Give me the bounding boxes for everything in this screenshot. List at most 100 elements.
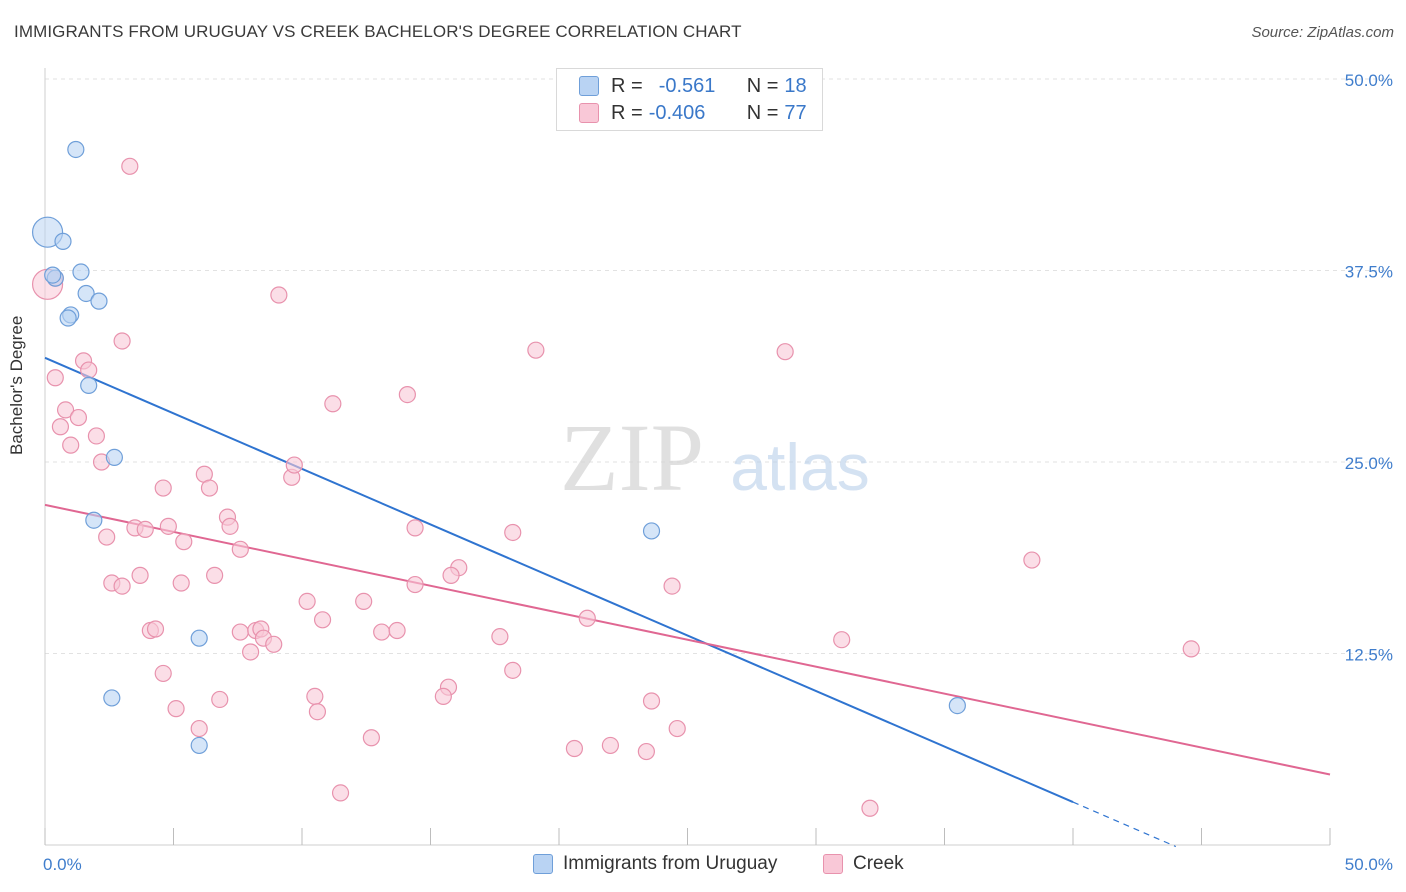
watermark-zip: ZIP [560,404,704,511]
trend-lines [44,356,1331,848]
creek-point [146,620,165,638]
y-tick-label: 50.0% [1345,71,1393,90]
r-value: -0.561 [658,74,716,97]
creek-point [87,427,106,445]
creek-point [285,456,303,474]
source-label: Source: ZipAtlas.com [1251,24,1394,41]
creek-point [1023,551,1041,569]
creek-point [406,575,424,594]
creek-point [298,592,316,611]
uruguay-point [44,266,62,284]
uruguay-point [948,696,966,715]
tick-labels: 12.5% 25.0% 37.5% 50.0% 0.0% 50.0% [43,71,1393,874]
creek-point [172,574,190,592]
creek-point [46,369,64,387]
creek-point [231,623,249,641]
n-value: 18 [784,74,807,97]
creek-point [200,479,219,497]
creek-point [98,528,116,546]
creek-point [313,611,332,629]
creek-point [211,690,229,709]
creek-point [637,742,655,761]
uruguay-point [103,689,121,707]
creek-point [601,736,620,755]
legend-item-uruguay: Immigrants from Uruguay [533,852,777,876]
creek-point [270,286,288,304]
data-points [31,140,1200,817]
creek-point [527,341,545,359]
y-tick-label: 37.5% [1345,263,1393,282]
uruguay-point [85,511,103,529]
creek-point [331,784,350,802]
creek-point [242,643,260,661]
creek-point [504,661,522,679]
creek-point [80,361,98,379]
creek-point [504,523,522,542]
r-label: R = [611,101,643,124]
creek-point [121,157,139,175]
r-value: -0.406 [648,101,706,124]
x-tick-label: 50.0% [1345,855,1393,874]
uruguay-swatch [579,76,599,96]
uruguay-trend-extension [1072,801,1177,848]
creek-point [578,609,596,627]
stats-row-creek: R = -0.406 N = 77 [579,101,807,125]
creek-point [1182,640,1200,658]
y-tick-label: 25.0% [1345,454,1393,473]
creek-point [776,343,794,361]
watermark: ZIP atlas [560,404,870,511]
creek-point [136,520,154,539]
creek-point [113,332,131,350]
creek-point [231,540,249,558]
gridlines [45,78,1392,654]
legend-label-uruguay: Immigrants from Uruguay [563,853,778,874]
creek-point [668,719,686,738]
watermark-atlas: atlas [730,430,869,504]
y-tick-label: 12.5% [1345,646,1393,665]
uruguay-point [80,376,98,394]
creek-point [388,621,406,640]
creek-point [113,577,131,595]
r-label: R = [611,74,643,97]
uruguay-point [54,232,72,250]
creek-point [861,799,879,817]
n-label: N = [746,101,779,124]
creek-point [434,687,452,705]
legend-label-creek: Creek [853,853,904,874]
creek-point [154,479,172,497]
axes [44,68,1331,846]
creek-point [190,719,208,738]
creek-point [406,519,424,537]
creek-point [159,517,177,535]
x-tick-label: 0.0% [43,855,82,874]
creek-point [206,566,224,584]
creek-point [362,729,380,747]
creek-trend-line [44,503,1331,776]
creek-point [491,628,509,646]
legend-item-creek: Creek [823,852,904,876]
creek-point [265,635,283,653]
creek-point [663,577,681,595]
uruguay-point [190,629,208,647]
uruguay-point [642,522,661,540]
uruguay-point [77,284,95,303]
uruguay-point [190,736,208,755]
creek-point [642,692,661,710]
creek-point [221,517,239,535]
creek-point [324,395,342,413]
creek-point [308,703,327,721]
creek-legend-swatch [823,854,843,874]
creek-point [154,664,172,683]
stats-row-uruguay: R = -0.561 N = 18 [579,74,807,98]
creek-point [565,739,584,758]
creek-point [167,700,185,718]
creek-point [69,408,88,427]
chart-title: IMMIGRANTS FROM URUGUAY VS CREEK BACHELO… [14,22,742,41]
uruguay-point [67,140,85,159]
creek-point [56,401,75,419]
creek-point [62,436,80,454]
creek-point [306,687,324,705]
uruguay-point [59,309,77,327]
creek-point [373,623,391,641]
